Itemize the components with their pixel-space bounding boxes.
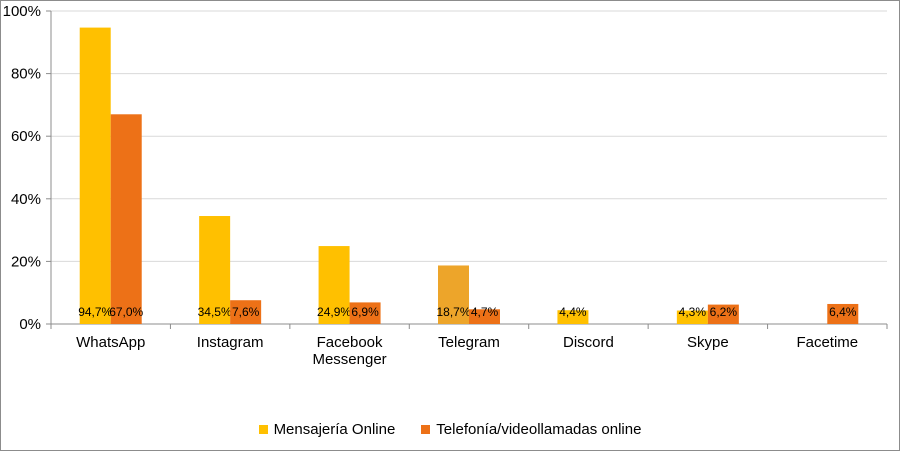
data-label: 67,0% [109, 305, 143, 319]
bar [827, 303, 859, 324]
bar [110, 114, 142, 324]
legend: Mensajería Online Telefonía/videollamada… [1, 421, 899, 438]
x-tick-label: Skype [687, 334, 729, 351]
y-tick-label: 0% [19, 316, 41, 333]
x-tick-label: Facebook [317, 334, 383, 351]
legend-item-telefonia: Telefonía/videollamadas online [421, 421, 641, 438]
bar [707, 304, 739, 324]
data-label: 6,9% [351, 305, 379, 319]
legend-label-mensajeria: Mensajería Online [273, 421, 396, 438]
data-label: 24,9% [317, 305, 351, 319]
y-tick-label: 40% [11, 191, 41, 208]
bar [469, 309, 500, 324]
bar [318, 246, 350, 324]
x-tick-label: Discord [563, 334, 614, 351]
y-tick-label: 100% [3, 3, 41, 20]
bar [438, 265, 469, 324]
data-label: 18,7% [436, 305, 470, 319]
bar [557, 310, 589, 324]
x-tick-label: Telegram [438, 334, 500, 351]
x-tick-label: Messenger [312, 351, 386, 368]
y-tick-label: 80% [11, 66, 41, 83]
legend-item-mensajeria: Mensajería Online [258, 421, 396, 438]
bar [79, 27, 111, 325]
bar [230, 300, 262, 324]
data-label: 4,4% [559, 305, 587, 319]
data-label: 4,3% [679, 305, 707, 319]
x-tick-label: Instagram [197, 334, 264, 351]
bar [349, 302, 381, 324]
y-tick-label: 60% [11, 128, 41, 145]
data-label: 34,5% [198, 305, 232, 319]
data-label: 6,4% [829, 305, 857, 319]
data-label: 94,7% [78, 305, 112, 319]
x-tick-label: WhatsApp [76, 334, 145, 351]
legend-swatch-mensajeria [258, 425, 268, 434]
bar [199, 216, 231, 324]
x-tick-label: Facetime [796, 334, 858, 351]
bar [676, 310, 708, 324]
y-tick-label: 20% [11, 253, 41, 270]
data-label: 4,7% [471, 305, 499, 319]
data-label: 7,6% [232, 305, 260, 319]
legend-label-telefonia: Telefonía/videollamadas online [436, 421, 642, 438]
data-label: 6,2% [710, 305, 738, 319]
legend-swatch-telefonia [421, 425, 431, 434]
